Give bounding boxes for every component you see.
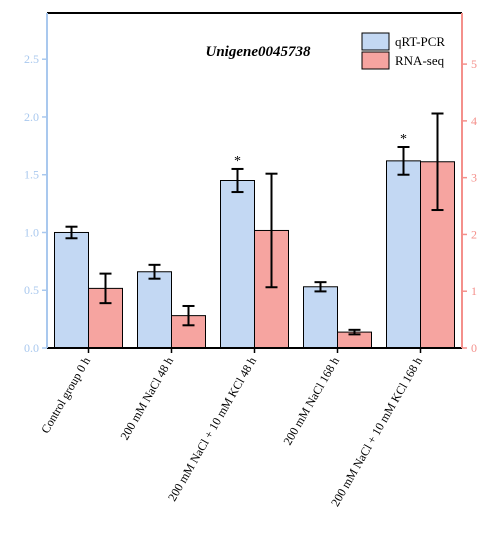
legend: qRT-PCR RNA-seq [361, 32, 445, 70]
x-tick-label: Control group 0 h [38, 355, 93, 436]
bar-qrt-pcr-4 [303, 286, 338, 349]
right-y-tick-label: 4 [471, 114, 477, 128]
left-y-tick-label: 0.0 [24, 341, 39, 355]
left-y-tick-label: 1.5 [24, 168, 39, 182]
left-y-tick-label: 2.0 [24, 110, 39, 124]
bar-qrt-pcr-5 [386, 160, 421, 349]
right-y-tick-label: 0 [471, 341, 477, 355]
bar-qrt-pcr-1 [54, 231, 89, 349]
left-y-tick-label: 0.5 [24, 283, 39, 297]
x-tick-label: 200 mM NaCl + 10 mM KCl 168 h [328, 355, 425, 509]
x-tick-label: 200 mM NaCl + 10 mM KCl 48 h [165, 355, 259, 504]
right-y-tick-label: 2 [471, 227, 477, 241]
right-y-tick-label: 3 [471, 171, 477, 185]
right-y-tick-label: 1 [471, 284, 477, 298]
significance-marker: * [400, 132, 407, 147]
bars-layer [54, 112, 455, 349]
x-tick-label: 200 mM NaCl 48 h [117, 355, 176, 443]
x-tick-label: 200 mM NaCl 168 h [280, 355, 342, 448]
legend-swatch-rna-seq [361, 51, 390, 70]
significance-marker: * [234, 154, 241, 169]
legend-label-rna-seq: RNA-seq [395, 53, 445, 68]
left-y-tick-label: 1.0 [24, 225, 39, 239]
chart-title: Unigene0045738 [206, 44, 312, 60]
bar-qrt-pcr-3 [220, 180, 255, 349]
axes-layer [42, 12, 467, 353]
legend-label-qrt-pcr: qRT-PCR [395, 34, 445, 49]
right-y-tick-label: 5 [471, 57, 477, 71]
legend-swatch-qrt-pcr [361, 32, 390, 51]
left-y-tick-label: 2.5 [24, 52, 39, 66]
bar-qrt-pcr-2 [137, 271, 172, 349]
